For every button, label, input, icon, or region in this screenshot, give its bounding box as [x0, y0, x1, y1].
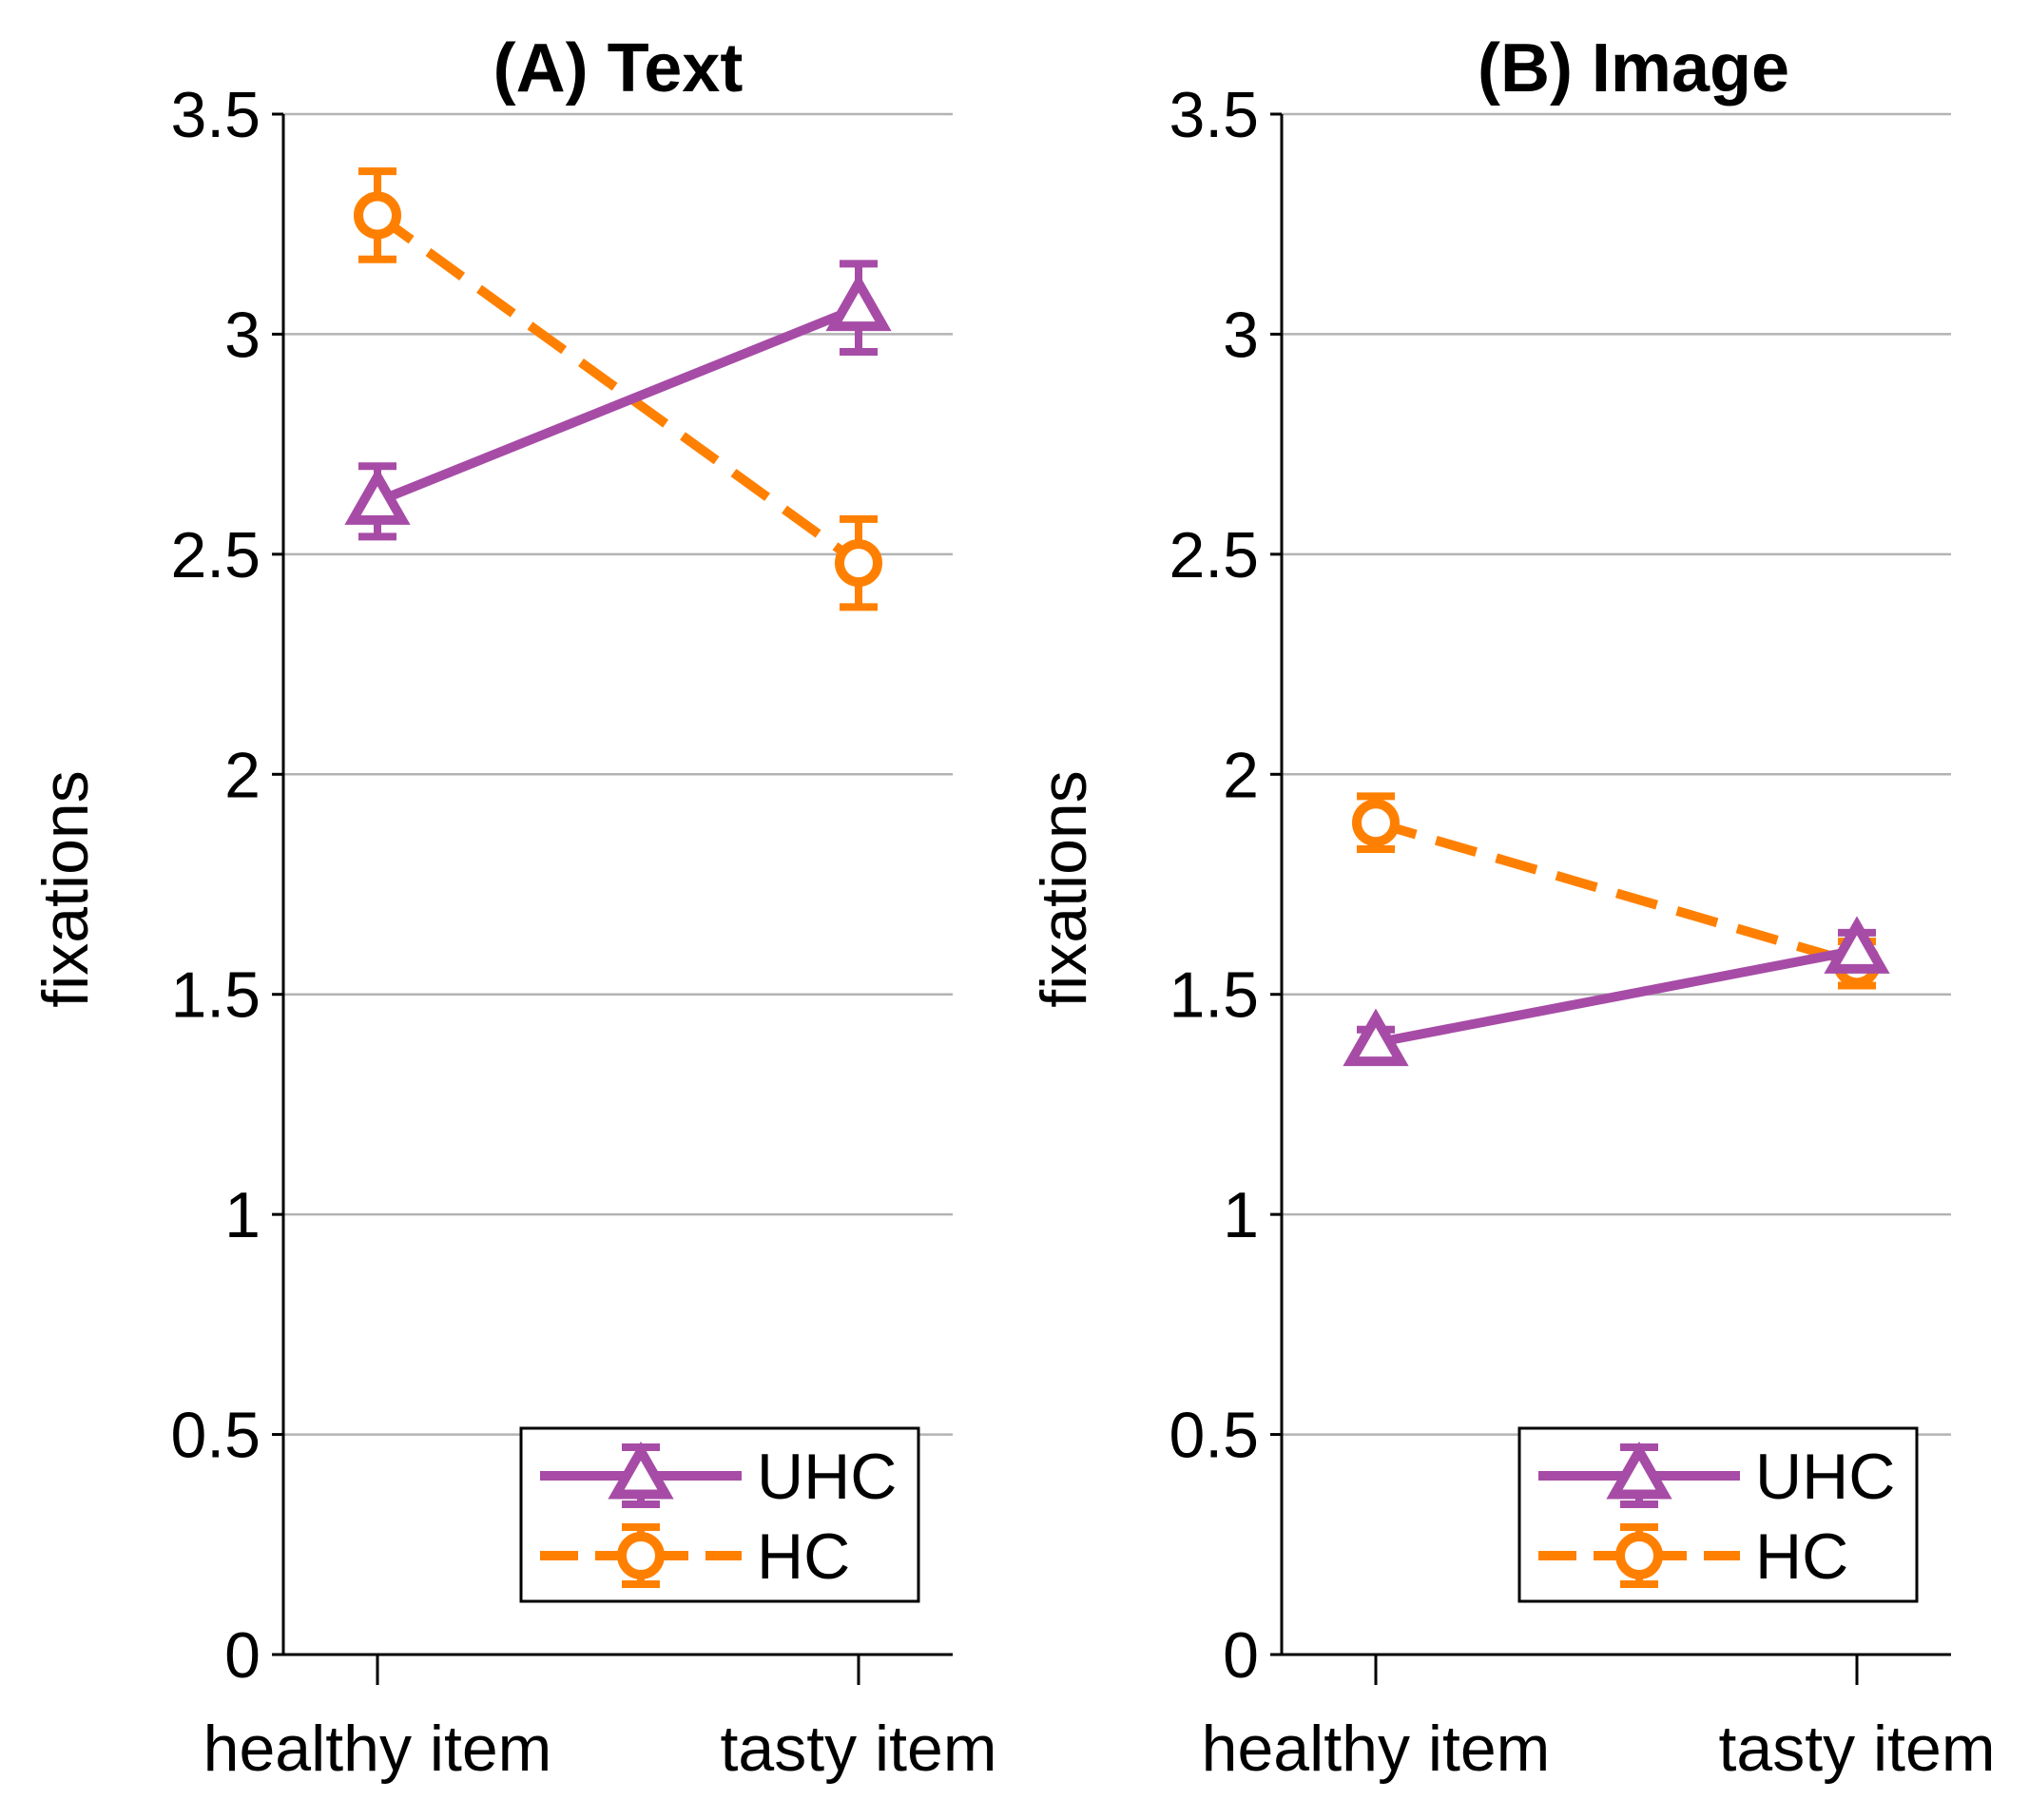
- y-tick-label: 1: [224, 1179, 261, 1251]
- data-point-triangle: [344, 467, 411, 525]
- data-point-triangle: [1343, 1008, 1409, 1067]
- series-uhc: [344, 260, 892, 541]
- legend-box: [519, 1426, 920, 1603]
- legend-box: [1517, 1426, 1919, 1603]
- y-tick-label: 3: [224, 299, 261, 371]
- y-tick-label: 1.5: [1169, 959, 1259, 1032]
- y-tick-label: 2.5: [1169, 519, 1259, 591]
- series-line: [375, 211, 861, 568]
- y-tick-label: 2: [1223, 739, 1259, 811]
- y-tick-label: 3.5: [1169, 79, 1259, 151]
- series-line: [376, 303, 860, 506]
- y-tick-label: 3.5: [170, 79, 261, 151]
- data-point-circle: [1352, 799, 1400, 847]
- series-hc: [354, 167, 882, 611]
- y-tick-label: 0.5: [170, 1400, 261, 1472]
- y-tick-label: 0: [224, 1619, 261, 1692]
- y-tick-label: 1.5: [170, 959, 261, 1032]
- chart-title: (A) Text: [493, 30, 744, 106]
- data-point-triangle: [1824, 916, 1890, 974]
- y-tick-label: 2: [224, 739, 261, 811]
- y-axis-label: fixations: [29, 770, 102, 1007]
- legend-marker-triangle: [608, 1441, 674, 1500]
- x-tick-label: healthy item: [1202, 1713, 1551, 1785]
- x-tick-label: healthy item: [203, 1713, 552, 1785]
- legend-marker-circle: [1615, 1532, 1663, 1579]
- series-line: [1374, 818, 1859, 969]
- legend-item-hc: HC: [540, 1520, 850, 1593]
- chart-panel-text: 0 0.5 1 1.5 2 2.5 3 3.5 healthy item tasty item (A…: [29, 30, 996, 1785]
- x-tick-label: tasty item: [1719, 1713, 1996, 1785]
- data-point-circle: [354, 191, 401, 240]
- y-tick-label: 1: [1223, 1179, 1259, 1251]
- legend-marker-circle: [617, 1532, 665, 1579]
- data-point-circle: [835, 539, 882, 588]
- y-tick-label: 2.5: [170, 519, 261, 591]
- legend-label: UHC: [757, 1441, 897, 1513]
- chart-panel-image: 0 0.5 1 1.5 2 2.5 3 3.5 healthy item tasty item (B…: [1028, 30, 1995, 1785]
- chart-title: (B) Image: [1478, 30, 1789, 106]
- y-tick-label: 3: [1223, 299, 1259, 371]
- series-uhc: [1343, 916, 1890, 1067]
- legend-item-hc: HC: [1538, 1520, 1848, 1593]
- legend-label: HC: [757, 1520, 850, 1593]
- legend-marker-triangle: [1606, 1441, 1672, 1500]
- y-tick-label: 0.5: [1169, 1400, 1259, 1472]
- y-tick-label: 0: [1223, 1619, 1259, 1692]
- legend-label: UHC: [1755, 1441, 1895, 1513]
- x-tick-label: tasty item: [721, 1713, 997, 1785]
- legend-item-uhc: UHC: [540, 1441, 897, 1513]
- y-axis-label: fixations: [1028, 770, 1100, 1007]
- data-point-triangle: [825, 273, 892, 332]
- series-line: [1375, 945, 1858, 1048]
- legend-item-uhc: UHC: [1538, 1441, 1895, 1513]
- legend-label: HC: [1755, 1520, 1848, 1593]
